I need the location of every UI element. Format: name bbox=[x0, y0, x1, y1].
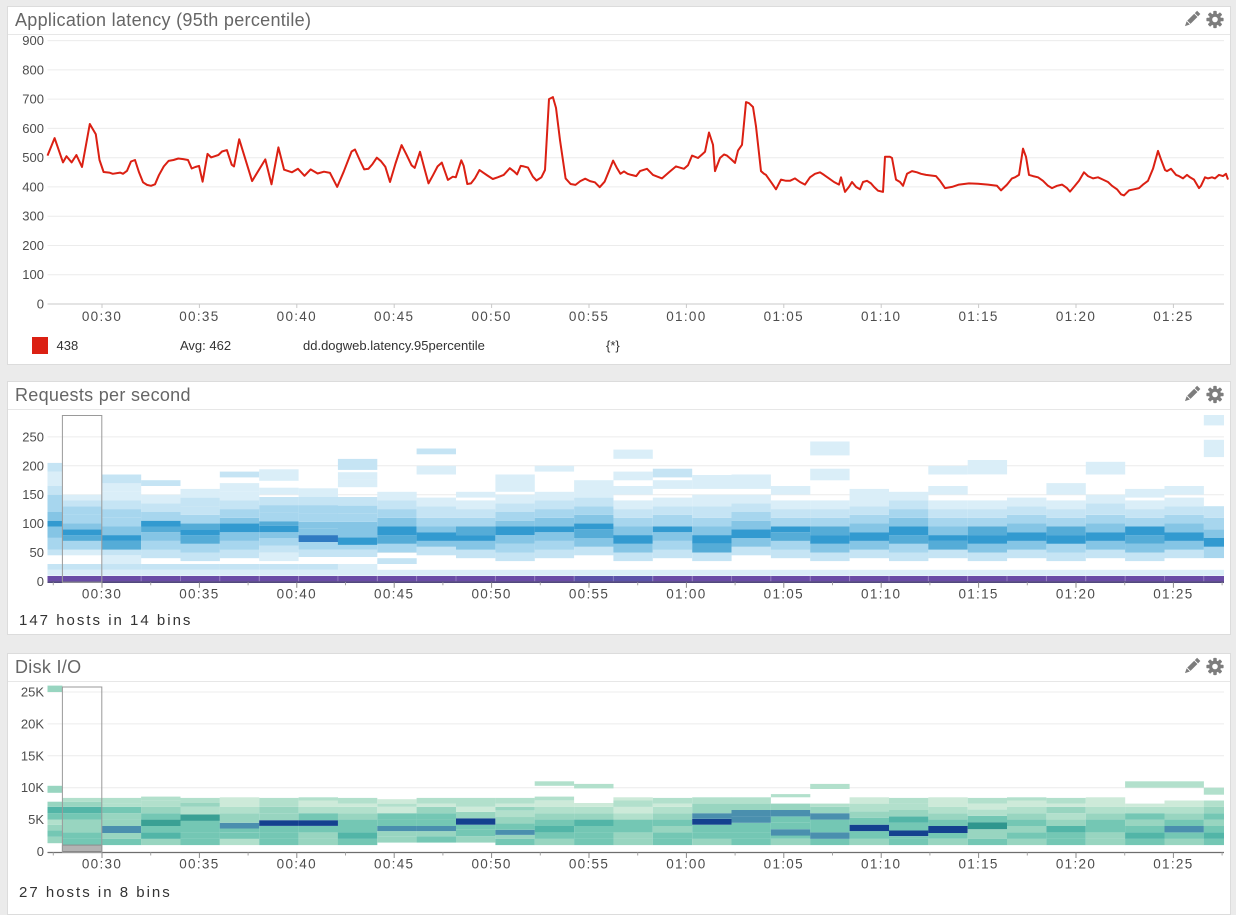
svg-text:500: 500 bbox=[22, 150, 44, 165]
svg-text:01:10: 01:10 bbox=[861, 309, 901, 324]
svg-text:15K: 15K bbox=[21, 748, 44, 763]
svg-text:01:20: 01:20 bbox=[1056, 586, 1096, 601]
svg-text:10K: 10K bbox=[21, 780, 44, 795]
svg-text:5K: 5K bbox=[28, 812, 44, 827]
svg-text:0: 0 bbox=[37, 297, 44, 312]
svg-text:01:15: 01:15 bbox=[958, 857, 998, 872]
svg-text:200: 200 bbox=[22, 458, 44, 473]
svg-text:00:55: 00:55 bbox=[569, 857, 609, 872]
svg-text:700: 700 bbox=[22, 92, 44, 107]
svg-text:400: 400 bbox=[22, 179, 44, 194]
svg-text:00:40: 00:40 bbox=[277, 857, 317, 872]
svg-text:00:55: 00:55 bbox=[569, 309, 609, 324]
svg-text:01:15: 01:15 bbox=[958, 309, 998, 324]
svg-text:00:45: 00:45 bbox=[374, 857, 414, 872]
svg-text:100: 100 bbox=[22, 516, 44, 531]
svg-text:900: 900 bbox=[22, 33, 44, 48]
svg-text:300: 300 bbox=[22, 209, 44, 224]
svg-text:00:40: 00:40 bbox=[277, 309, 317, 324]
svg-text:00:40: 00:40 bbox=[277, 586, 317, 601]
svg-text:00:30: 00:30 bbox=[82, 586, 122, 601]
svg-text:01:20: 01:20 bbox=[1056, 857, 1096, 872]
svg-text:00:35: 00:35 bbox=[179, 586, 219, 601]
svg-text:00:50: 00:50 bbox=[471, 857, 511, 872]
svg-text:00:45: 00:45 bbox=[374, 309, 414, 324]
svg-text:01:25: 01:25 bbox=[1153, 586, 1193, 601]
svg-text:20K: 20K bbox=[21, 716, 44, 731]
svg-text:01:00: 01:00 bbox=[666, 309, 706, 324]
svg-text:01:10: 01:10 bbox=[861, 857, 901, 872]
svg-text:01:20: 01:20 bbox=[1056, 309, 1096, 324]
svg-text:0: 0 bbox=[37, 844, 44, 859]
svg-text:00:50: 00:50 bbox=[471, 586, 511, 601]
svg-text:01:05: 01:05 bbox=[764, 309, 804, 324]
svg-text:01:25: 01:25 bbox=[1153, 857, 1193, 872]
svg-text:200: 200 bbox=[22, 238, 44, 253]
svg-text:01:25: 01:25 bbox=[1153, 309, 1193, 324]
svg-text:00:50: 00:50 bbox=[471, 309, 511, 324]
svg-text:00:35: 00:35 bbox=[179, 857, 219, 872]
svg-text:150: 150 bbox=[22, 487, 44, 502]
svg-text:00:55: 00:55 bbox=[569, 586, 609, 601]
svg-text:01:05: 01:05 bbox=[764, 586, 804, 601]
svg-text:00:30: 00:30 bbox=[82, 857, 122, 872]
svg-text:01:10: 01:10 bbox=[861, 586, 901, 601]
svg-text:01:15: 01:15 bbox=[958, 586, 998, 601]
svg-text:50: 50 bbox=[30, 545, 44, 560]
svg-text:600: 600 bbox=[22, 121, 44, 136]
svg-text:100: 100 bbox=[22, 267, 44, 282]
svg-text:00:35: 00:35 bbox=[179, 309, 219, 324]
svg-text:01:00: 01:00 bbox=[666, 586, 706, 601]
svg-text:250: 250 bbox=[22, 429, 44, 444]
svg-text:800: 800 bbox=[22, 62, 44, 77]
svg-text:25K: 25K bbox=[21, 685, 44, 700]
svg-text:01:00: 01:00 bbox=[666, 857, 706, 872]
svg-text:00:45: 00:45 bbox=[374, 586, 414, 601]
svg-text:00:30: 00:30 bbox=[82, 309, 122, 324]
svg-text:01:05: 01:05 bbox=[764, 857, 804, 872]
svg-text:0: 0 bbox=[37, 574, 44, 589]
